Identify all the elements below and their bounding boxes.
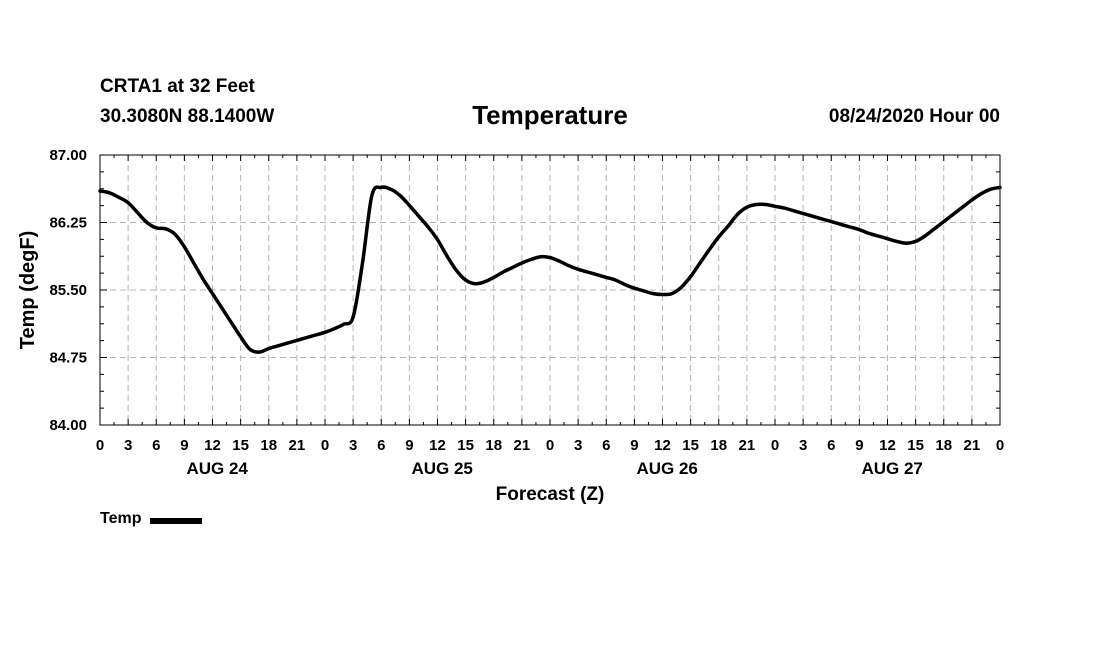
- x-tick-label: 12: [204, 437, 221, 454]
- x-tick-label: 3: [574, 437, 582, 454]
- x-tick-label: 21: [289, 437, 306, 454]
- x-tick-label: 0: [546, 437, 554, 454]
- legend-line-swatch: [150, 517, 203, 524]
- x-tick-label: 12: [429, 437, 446, 454]
- x-tick-label: 6: [152, 437, 160, 454]
- grid: [100, 155, 1000, 425]
- x-axis-label: Forecast (Z): [496, 484, 605, 505]
- x-tick-label: 15: [232, 437, 249, 454]
- y-tick-label: 86.25: [49, 215, 87, 232]
- x-tick-label: 18: [485, 437, 502, 454]
- x-tick-label: 3: [799, 437, 807, 454]
- y-tick-label: 84.00: [49, 417, 87, 434]
- x-tick-label: 18: [260, 437, 277, 454]
- x-tick-label: 6: [377, 437, 385, 454]
- x-tick-label: 15: [682, 437, 699, 454]
- x-tick-label: 21: [964, 437, 981, 454]
- x-tick-label: 21: [514, 437, 531, 454]
- x-tick-label: 3: [124, 437, 132, 454]
- coordinates-label: 30.3080N 88.1400W: [100, 106, 275, 127]
- x-tick-label: 6: [602, 437, 610, 454]
- x-tick-label: 6: [827, 437, 835, 454]
- x-tick-label: 9: [405, 437, 413, 454]
- day-label: AUG 24: [186, 459, 248, 478]
- x-tick-label: 9: [855, 437, 863, 454]
- series-layer: [98, 185, 1002, 354]
- y-tick-label: 85.50: [49, 282, 87, 299]
- day-label: AUG 26: [636, 459, 697, 478]
- plot-frame: [99, 154, 1001, 426]
- station-label: CRTA1 at 32 Feet: [100, 76, 255, 97]
- x-tick-label: 9: [630, 437, 638, 454]
- x-tick-label: 3: [349, 437, 357, 454]
- x-tick-label: 0: [996, 437, 1004, 454]
- x-tick-label: 12: [879, 437, 896, 454]
- x-tick-label: 12: [654, 437, 671, 454]
- x-tick-label: 0: [771, 437, 779, 454]
- day-label: AUG 27: [861, 459, 922, 478]
- x-tick-label: 15: [907, 437, 924, 454]
- axis-labels: 0 3 6 9 12 15 18 21 0 3 6 9 12 15 18 21 0 3 6 9 12 15 18 21 0 3 6 9…: [49, 147, 1004, 478]
- x-tick-label: 0: [96, 437, 104, 454]
- chart-title: Temperature: [472, 100, 628, 130]
- series-line-temp: [98, 185, 1002, 354]
- y-tick-label: 87.00: [49, 147, 87, 164]
- legend-label: Temp: [100, 510, 142, 527]
- x-tick-label: 21: [739, 437, 756, 454]
- x-tick-label: 0: [321, 437, 329, 454]
- x-tick-label: 15: [457, 437, 474, 454]
- y-tick-label: 84.75: [49, 350, 87, 367]
- x-tick-label: 18: [935, 437, 952, 454]
- run-time-label: 08/24/2020 Hour 00: [828, 106, 1000, 127]
- y-axis-label: Temp (degF): [17, 231, 39, 350]
- legend: Temp: [100, 510, 203, 528]
- day-label: AUG 25: [411, 459, 472, 478]
- x-tick-label: 18: [710, 437, 727, 454]
- x-tick-label: 9: [180, 437, 188, 454]
